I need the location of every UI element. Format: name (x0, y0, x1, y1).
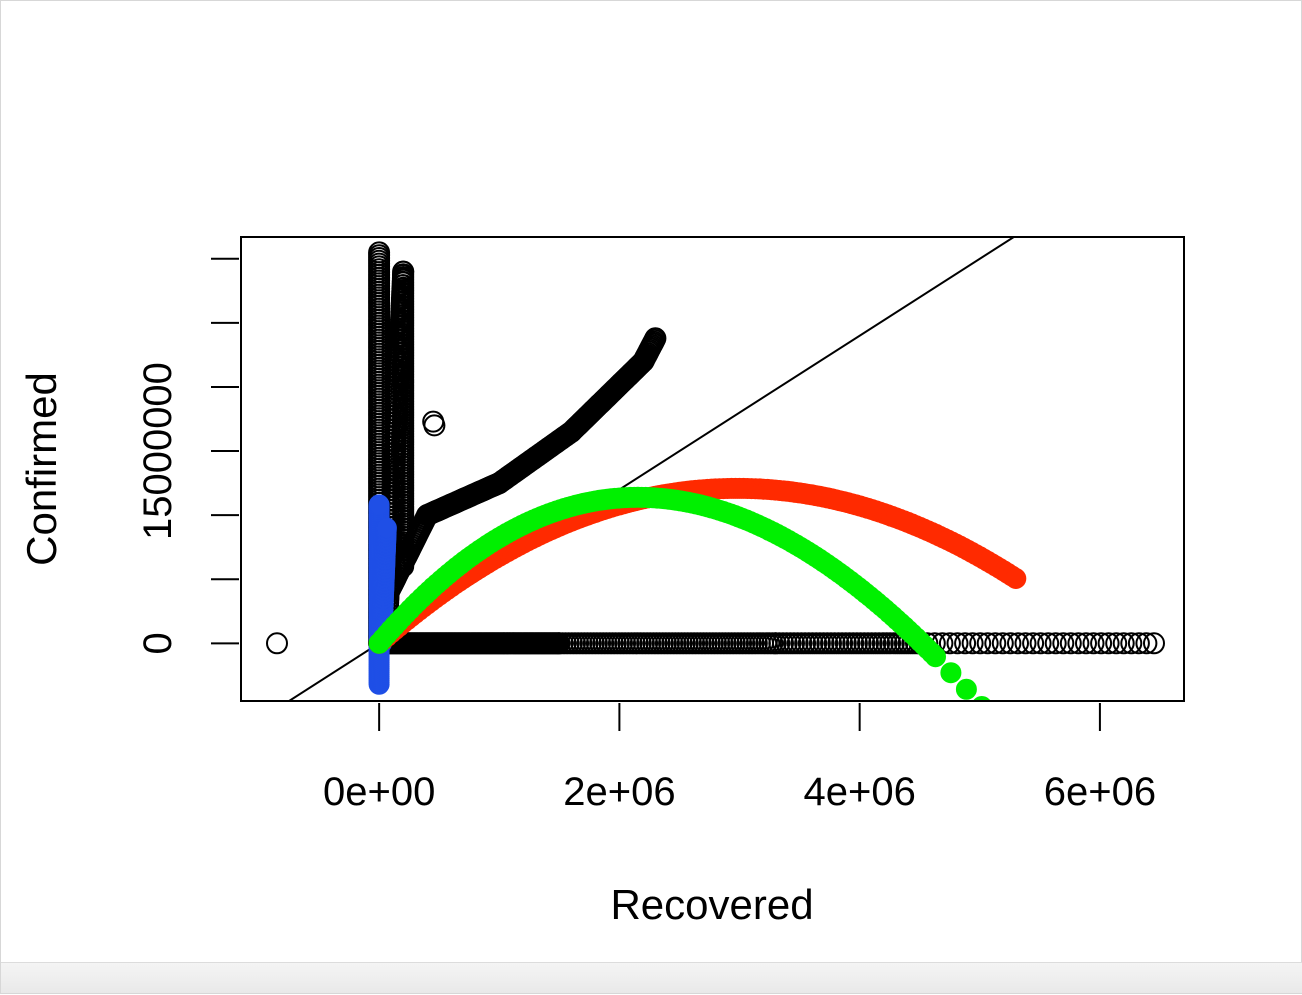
data-point-blue (375, 517, 397, 539)
data-point-observed (1067, 632, 1090, 655)
y-tick-label: 15000000 (136, 362, 180, 540)
data-point-observed (392, 260, 415, 283)
data-point-green (940, 662, 962, 684)
data-point-green (1003, 733, 1023, 753)
data-point-observed (1097, 632, 1120, 655)
series-blue (368, 494, 397, 695)
data-point-green (1065, 813, 1085, 833)
data-point-observed (423, 414, 446, 437)
plot-marks (266, 237, 1165, 921)
data-point-observed (984, 632, 1007, 655)
data-point-observed (1075, 632, 1097, 655)
data-point-observed (1135, 632, 1158, 655)
data-point-observed (1014, 632, 1037, 655)
data-point-observed (1029, 632, 1052, 655)
x-tick-label: 6e+06 (1044, 770, 1156, 814)
data-point-observed (946, 632, 969, 655)
data-point-observed (954, 632, 977, 655)
data-point-observed (1044, 632, 1067, 655)
data-point-observed (1052, 632, 1075, 655)
data-point-observed (266, 632, 288, 655)
data-point-observed (1112, 632, 1135, 655)
data-point-observed (1127, 632, 1150, 655)
x-tick-label: 2e+06 (563, 770, 675, 814)
data-point-observed (644, 327, 667, 350)
data-point-observed (1090, 632, 1113, 655)
data-point-observed (999, 632, 1022, 655)
data-point-observed (1120, 632, 1143, 655)
x-axis: 0e+00 2e+06 4e+06 6e+06 (323, 703, 1156, 814)
data-point-observed (938, 632, 961, 655)
data-point-observed (368, 241, 391, 264)
data-point-green (1096, 856, 1116, 876)
data-point-observed (991, 632, 1014, 655)
data-point-observed (1082, 632, 1105, 655)
x-axis-title: Recovered (610, 881, 813, 928)
data-point-green (1080, 834, 1100, 854)
data-point-observed (961, 632, 984, 655)
data-point-observed (969, 632, 992, 655)
y-axis-title: Confirmed (18, 372, 65, 566)
data-point-observed (1037, 632, 1060, 655)
data-point-observed (1105, 632, 1128, 655)
x-tick-label: 0e+00 (323, 770, 435, 814)
data-point-green (955, 678, 977, 700)
data-point-green (1111, 878, 1131, 898)
window-bottom-bar (1, 962, 1302, 993)
data-point-green (987, 714, 1007, 734)
data-point-observed (1059, 632, 1082, 655)
data-point-green (972, 696, 991, 701)
data-point-observed (1007, 632, 1029, 655)
data-point-red (1005, 568, 1027, 589)
data-point-green (925, 646, 946, 668)
series-observed (266, 241, 1165, 655)
plot-border (240, 236, 1185, 702)
y-tick-label: 0 (136, 632, 180, 654)
series-green (368, 486, 1146, 921)
data-point-observed (976, 632, 999, 655)
data-point-observed (1022, 632, 1045, 655)
data-point-observed (1143, 632, 1165, 655)
data-point-green (1018, 752, 1038, 772)
data-point-blue (368, 494, 390, 516)
y-axis: 0 15000000 (136, 257, 239, 654)
data-point-green (1126, 901, 1146, 921)
x-tick-label: 4e+06 (803, 770, 915, 814)
